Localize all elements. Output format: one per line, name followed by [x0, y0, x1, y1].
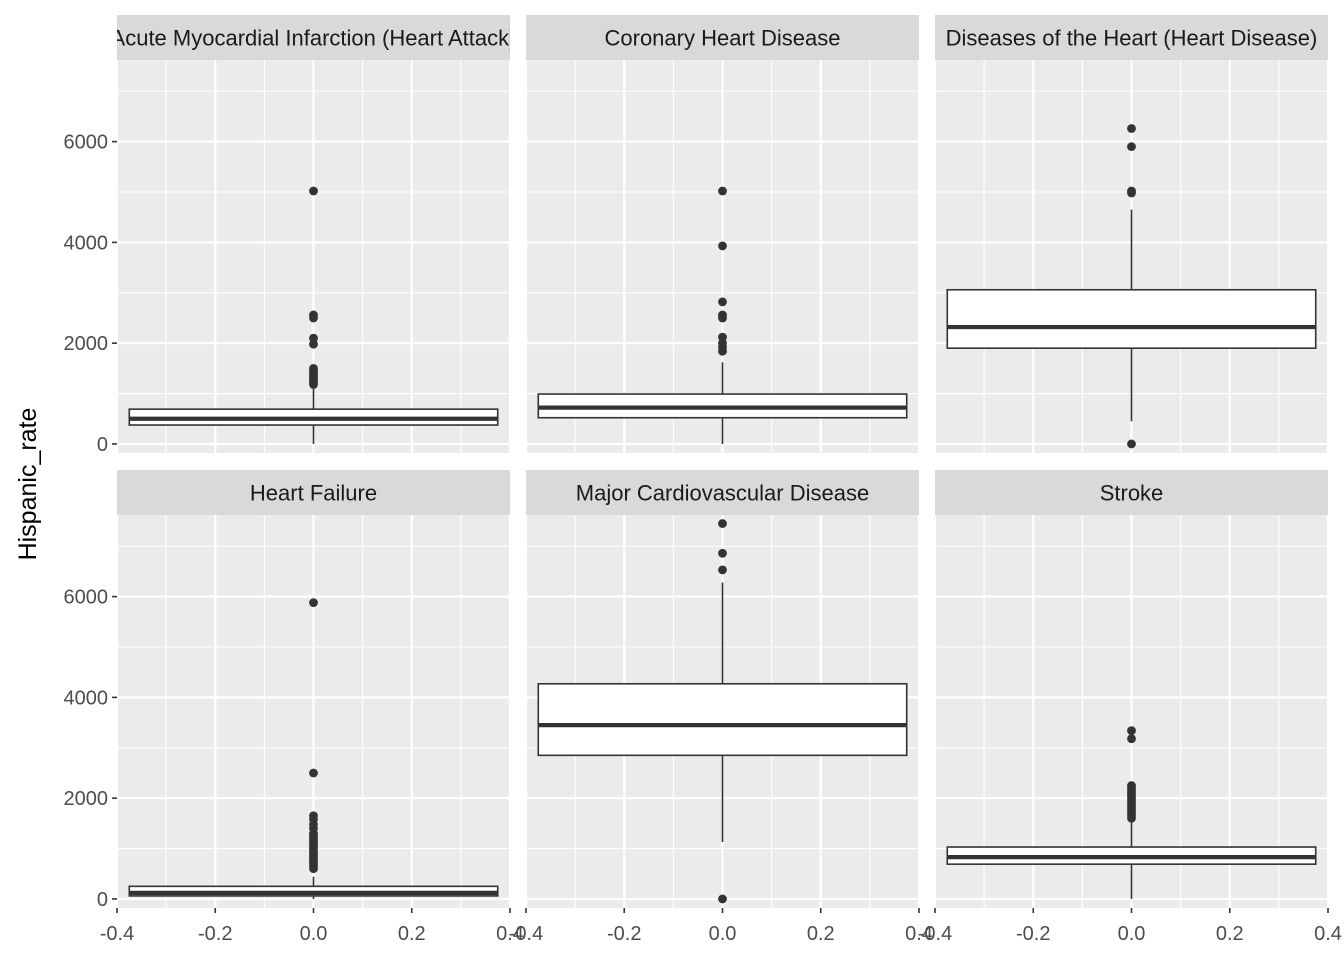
y-tick-label: 6000 — [64, 587, 109, 609]
outlier-point — [718, 332, 727, 342]
y-tick-label: 2000 — [64, 788, 109, 810]
y-tick-label: 0 — [97, 434, 108, 456]
facet-panel: Major Cardiovascular Disease -0.4 -0.2 0.0 0… — [509, 470, 933, 945]
outlier-point — [718, 894, 727, 904]
y-tick-label: 4000 — [64, 232, 109, 254]
outlier-point — [1127, 734, 1136, 744]
facet-panel: Diseases of the Heart (Heart Disease) — [933, 15, 1330, 453]
x-tick-label: 0.0 — [1118, 923, 1146, 945]
outlier-point — [718, 338, 727, 348]
outlier-point — [718, 241, 727, 251]
outlier-point — [309, 333, 318, 343]
facet-strip-title: Diseases of the Heart (Heart Disease) — [946, 26, 1318, 51]
outlier-point — [309, 339, 318, 349]
facets: Acute Myocardial Infarction (Heart Attac… — [64, 15, 1342, 945]
facet-strip-title: Major Cardiovascular Disease — [576, 481, 869, 506]
y-tick-label: 4000 — [64, 687, 109, 709]
x-tick-label: 0.4 — [496, 923, 524, 945]
facet-strip-title: Stroke — [1100, 481, 1164, 506]
outlier-point — [718, 519, 727, 528]
y-tick-label: 2000 — [64, 333, 109, 355]
outlier-point — [718, 548, 727, 558]
x-tick-label: -0.2 — [607, 923, 641, 945]
x-tick-label: 0.2 — [398, 923, 426, 945]
facet-strip — [935, 470, 1328, 515]
outlier-point — [309, 811, 318, 821]
facet-strip — [117, 470, 510, 515]
outlier-point — [309, 363, 318, 373]
x-tick-label: 0.4 — [1314, 923, 1342, 945]
outlier-point — [309, 768, 318, 778]
y-tick-label: 6000 — [64, 132, 109, 154]
facet-strip-title: Acute Myocardial Infarction (Heart Attac… — [111, 26, 517, 51]
outlier-point — [1127, 439, 1136, 449]
x-tick-label: -0.4 — [509, 923, 543, 945]
x-tick-label: 0.2 — [1216, 923, 1244, 945]
x-tick-label: 0.4 — [905, 923, 933, 945]
facet-strip — [935, 15, 1328, 60]
outlier-point — [718, 310, 727, 320]
outlier-point — [718, 297, 727, 307]
x-tick-label: 0.0 — [709, 923, 737, 945]
x-tick-label: 0.0 — [300, 923, 328, 945]
box-iqr — [537, 682, 908, 757]
outlier-point — [1127, 124, 1136, 133]
outlier-point — [1127, 186, 1136, 196]
facet-strip-title: Coronary Heart Disease — [605, 26, 841, 51]
outlier-point — [309, 186, 318, 196]
box-iqr — [946, 288, 1317, 350]
facet-strip — [526, 470, 919, 515]
x-tick-label: 0.2 — [807, 923, 835, 945]
y-axis-title: Hispanic_rate — [14, 408, 42, 561]
x-tick-label: -0.2 — [198, 923, 232, 945]
facet-panel: Stroke -0.4 -0.2 0.0 0.2 0.4 — [918, 470, 1342, 945]
outlier-point — [1127, 781, 1136, 790]
y-tick-label: 0 — [97, 889, 108, 911]
outlier-point — [1127, 142, 1136, 152]
x-tick-label: -0.4 — [100, 923, 134, 945]
x-tick-label: -0.4 — [918, 923, 952, 945]
x-tick-label: -0.2 — [1016, 923, 1050, 945]
facet-strip — [526, 15, 919, 60]
facet-strip — [117, 15, 510, 60]
outlier-point — [718, 565, 727, 575]
outlier-point — [309, 310, 318, 320]
outlier-point — [309, 598, 318, 608]
facet-panel: Acute Myocardial Infarction (Heart Attac… — [64, 15, 517, 456]
facet-panel: Heart Failure 0 2000 4000 6000 -0.4 -0.2 0.0 0.2… — [64, 470, 524, 945]
facet-strip-title: Heart Failure — [250, 481, 377, 506]
outlier-point — [1127, 726, 1136, 736]
facet-panel: Coronary Heart Disease — [524, 15, 921, 453]
outlier-point — [718, 186, 727, 196]
